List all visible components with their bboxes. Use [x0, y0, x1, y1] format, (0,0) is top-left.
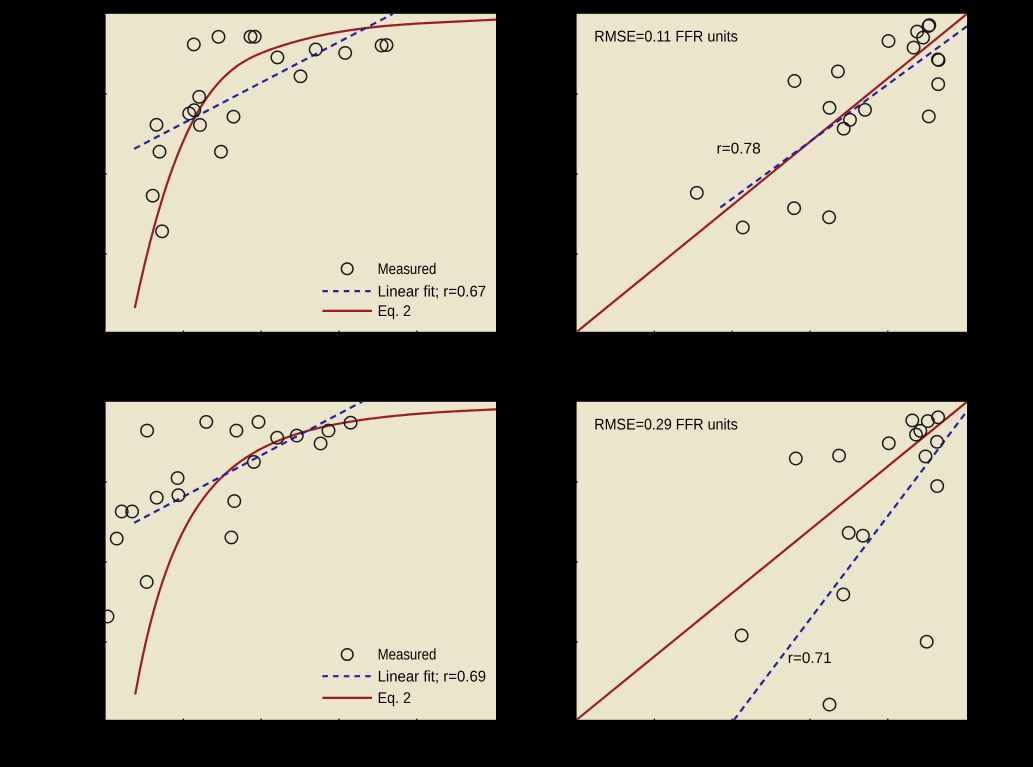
panel-bottom-left: Measured Linear fit; r=0.69 Eq. 2: [103, 401, 496, 723]
data-point: [379, 38, 394, 53]
data-point: [822, 210, 837, 225]
legend-label-0-top-left: Measured: [378, 261, 437, 278]
data-point: [843, 112, 857, 127]
linear-fit-line: [133, 401, 363, 524]
data-point: [881, 34, 896, 48]
data-point: [149, 490, 164, 505]
data-point: [152, 144, 167, 159]
r-label-top-right: r=0.78: [717, 141, 761, 158]
data-point: [905, 413, 920, 428]
data-point: [916, 30, 931, 45]
data-point: [689, 185, 704, 200]
data-point: [214, 144, 228, 159]
data-point: [931, 77, 946, 92]
legend-label-2-top-left: Eq. 2: [378, 303, 411, 320]
legend-marker-icon: [340, 647, 354, 662]
data-point: [182, 106, 197, 121]
data-point: [822, 697, 837, 712]
data-point: [881, 436, 896, 451]
data-point: [289, 428, 304, 443]
data-point: [787, 74, 802, 88]
linear-fit-line: [719, 25, 967, 209]
data-point: [787, 201, 802, 216]
legend-bottom-left: Measured Linear fit; r=0.69 Eq. 2: [322, 647, 486, 707]
data-point: [293, 69, 308, 84]
data-point: [832, 448, 847, 463]
data-point: [858, 102, 872, 117]
data-point: [105, 609, 115, 624]
data-point: [251, 414, 266, 429]
data-point: [224, 530, 239, 545]
data-point: [139, 575, 154, 589]
data-point: [140, 423, 155, 438]
rmse-label-top-right: RMSE=0.11 FFR units: [594, 28, 738, 45]
data-point: [830, 64, 845, 79]
data-point: [931, 53, 946, 68]
data-point: [170, 471, 185, 486]
data-point: [374, 38, 389, 53]
data-point: [930, 479, 945, 494]
data-point: [855, 528, 870, 543]
eq2-curve: [134, 408, 496, 695]
data-point: [338, 45, 353, 60]
data-point: [186, 37, 201, 52]
panel-top-right: RMSE=0.11 FFR units r=0.78: [574, 13, 967, 335]
legend-top-left: Measured Linear fit; r=0.67 Eq. 2: [322, 261, 486, 320]
data-point: [343, 415, 358, 430]
data-point: [171, 488, 186, 503]
data-point: [125, 504, 140, 519]
legend-label-1-top-left: Linear fit; r=0.67: [378, 283, 487, 300]
data-point: [155, 224, 170, 239]
legend-label-0-bottom-left: Measured: [378, 647, 437, 664]
data-point: [921, 109, 936, 124]
r-label-bottom-right: r=0.71: [788, 650, 832, 667]
data-point: [919, 634, 934, 649]
data-point: [193, 118, 207, 132]
data-point: [114, 504, 129, 519]
linear-fit-line: [133, 13, 394, 150]
panel-top-left: Measured Linear fit; r=0.67 Eq. 2: [103, 13, 496, 335]
data-point: [918, 449, 933, 464]
data-point: [270, 430, 285, 445]
data-point: [931, 410, 946, 425]
data-point: [227, 494, 242, 509]
data-point: [836, 587, 851, 602]
data-point: [246, 454, 261, 469]
eq2-identity-line: [576, 401, 967, 720]
data-point: [906, 40, 921, 55]
data-point: [922, 18, 937, 33]
legend-label-1-bottom-left: Linear fit; r=0.69: [378, 668, 487, 685]
data-point: [788, 451, 803, 466]
data-point: [211, 29, 226, 44]
data-point: [909, 427, 923, 442]
data-point: [321, 423, 336, 438]
data-point: [243, 29, 258, 44]
data-point: [822, 100, 837, 115]
data-point: [247, 29, 262, 44]
legend-marker-icon: [340, 262, 354, 276]
rmse-label-bottom-right: RMSE=0.29 FFR units: [594, 417, 738, 434]
eq2-identity-line: [576, 13, 967, 332]
panel-bottom-right: RMSE=0.29 FFR units r=0.71: [574, 401, 967, 723]
data-point: [913, 423, 928, 438]
data-point: [930, 434, 944, 449]
data-point: [734, 628, 749, 643]
data-point: [199, 414, 214, 429]
legend-label-2-bottom-left: Eq. 2: [378, 690, 411, 707]
data-point: [145, 188, 160, 203]
data-point: [841, 525, 856, 540]
data-point: [229, 423, 244, 438]
data-point: [735, 220, 750, 235]
data-point: [149, 117, 164, 132]
data-point: [313, 436, 328, 451]
data-point: [109, 531, 124, 546]
data-point: [226, 109, 241, 124]
data-point: [308, 42, 323, 57]
data-point: [270, 50, 285, 65]
data-point: [192, 89, 207, 104]
